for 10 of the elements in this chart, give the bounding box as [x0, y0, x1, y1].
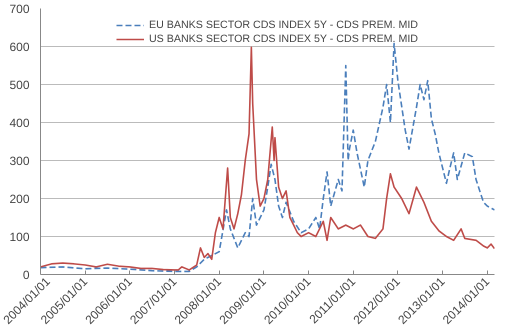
y-tick-label: 0 [22, 268, 30, 282]
y-tick-label: 200 [9, 192, 30, 206]
y-tick-label: 600 [9, 40, 30, 54]
y-tick-label: 700 [9, 2, 30, 16]
y-tick-label: 400 [9, 116, 30, 130]
y-tick-label: 100 [9, 230, 30, 244]
y-tick-label: 300 [9, 154, 30, 168]
legend-label: US BANKS SECTOR CDS INDEX 5Y - CDS PREM. MID [148, 32, 418, 46]
legend-label: EU BANKS SECTOR CDS INDEX 5Y - CDS PREM. MID [148, 18, 418, 32]
y-tick-label: 500 [9, 78, 30, 92]
